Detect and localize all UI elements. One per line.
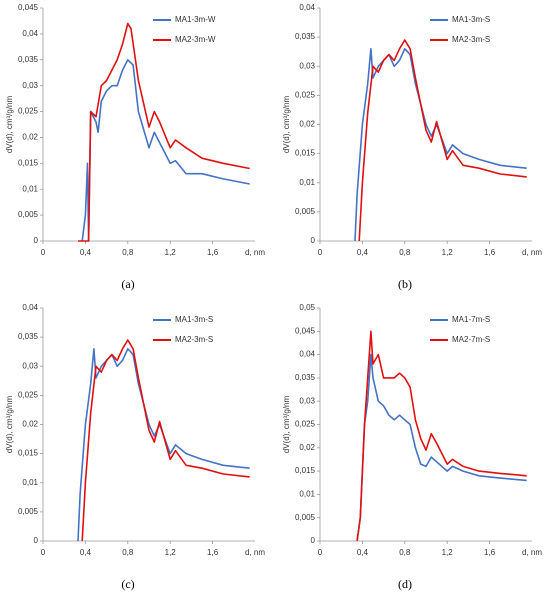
y-tick-label: 0 <box>311 236 316 245</box>
y-tick-label: 0,045 <box>18 3 39 12</box>
y-tick-label: 0,035 <box>18 332 39 341</box>
y-tick-label: 0,04 <box>22 29 38 38</box>
legend-label: MA2-3m-S <box>452 35 490 44</box>
y-tick-label: 0,025 <box>18 107 39 116</box>
legend-label: MA2-3m-W <box>175 35 216 44</box>
series-line <box>356 330 527 542</box>
y-tick-label: 0,02 <box>22 420 38 429</box>
x-tick-label: 1,2 <box>442 548 454 557</box>
x-axis-label: d, nm <box>522 548 542 557</box>
x-tick-label: 1,6 <box>484 548 496 557</box>
y-tick-label: 0,01 <box>299 490 315 499</box>
y-tick-label: 0,025 <box>295 420 316 429</box>
y-tick-label: 0,05 <box>299 303 315 312</box>
legend-label: MA1-3m-S <box>452 15 490 24</box>
x-tick-label: 0,8 <box>122 548 134 557</box>
x-tick-label: 0,4 <box>80 248 92 257</box>
legend-label: MA2-3m-S <box>175 335 213 344</box>
y-tick-label: 0,005 <box>295 513 316 522</box>
legend-label: MA1-3m-W <box>175 15 216 24</box>
y-tick-label: 0,005 <box>295 207 316 216</box>
legend-label: MA2-7m-S <box>452 335 490 344</box>
panel-caption: (d) <box>398 577 412 591</box>
y-tick-label: 0,02 <box>22 133 38 142</box>
x-tick-label: 0 <box>318 248 323 257</box>
y-tick-label: 0,03 <box>22 361 38 370</box>
y-tick-label: 0,01 <box>22 184 38 193</box>
x-tick-label: 0,8 <box>399 248 411 257</box>
y-tick-label: 0,03 <box>299 61 315 70</box>
x-tick-label: 1,6 <box>207 248 219 257</box>
y-tick-label: 0,04 <box>22 303 38 312</box>
x-tick-label: 1,2 <box>165 248 177 257</box>
x-axis-label: d, nm <box>245 248 265 257</box>
y-tick-label: 0,03 <box>299 396 315 405</box>
panel-caption: (c) <box>121 577 134 591</box>
y-tick-label: 0,045 <box>295 326 316 335</box>
y-tick-label: 0,035 <box>18 55 39 64</box>
x-tick-label: 0 <box>41 248 46 257</box>
y-axis-label: dV(d), cm³/g/nm <box>282 95 291 153</box>
y-axis-label: dV(d), cm³/g/nm <box>5 395 14 453</box>
x-tick-label: 0 <box>41 548 46 557</box>
y-tick-label: 0,025 <box>295 90 316 99</box>
panel-caption: (b) <box>398 277 412 291</box>
x-tick-label: 1,2 <box>442 248 454 257</box>
y-tick-label: 0,04 <box>299 3 315 12</box>
series-line <box>354 48 527 242</box>
x-tick-label: 1,6 <box>207 548 219 557</box>
y-tick-label: 0,035 <box>295 32 316 41</box>
x-tick-label: 0,8 <box>122 248 134 257</box>
x-tick-label: 0,4 <box>80 548 92 557</box>
y-tick-label: 0,005 <box>18 507 39 516</box>
x-tick-label: 0,8 <box>399 548 411 557</box>
y-tick-label: 0,025 <box>18 390 39 399</box>
series-line <box>78 22 250 242</box>
series-line <box>77 348 250 542</box>
legend-label: MA1-3m-S <box>175 315 213 324</box>
x-axis-label: d, nm <box>245 548 265 557</box>
x-tick-label: 1,2 <box>165 548 177 557</box>
series-line <box>81 339 250 542</box>
y-tick-label: 0,015 <box>18 449 39 458</box>
y-tick-label: 0,04 <box>299 350 315 359</box>
y-tick-label: 0 <box>34 536 39 545</box>
y-axis-label: dV(d), cm³/g/nm <box>282 395 291 453</box>
y-tick-label: 0,005 <box>18 210 39 219</box>
y-tick-label: 0,03 <box>22 81 38 90</box>
x-axis-label: d, nm <box>522 248 542 257</box>
x-tick-label: 1,6 <box>484 248 496 257</box>
x-tick-label: 0,4 <box>357 548 369 557</box>
y-tick-label: 0 <box>311 536 316 545</box>
y-tick-label: 0 <box>34 236 39 245</box>
series-line <box>356 353 527 542</box>
y-axis-label: dV(d), cm³/g/nm <box>5 95 14 153</box>
panel-caption: (a) <box>121 277 134 291</box>
y-tick-label: 0,015 <box>295 149 316 158</box>
y-tick-label: 0,015 <box>295 466 316 475</box>
x-tick-label: 0,4 <box>357 248 369 257</box>
y-tick-label: 0,02 <box>299 443 315 452</box>
legend-label: MA1-7m-S <box>452 315 490 324</box>
y-tick-label: 0,035 <box>295 373 316 382</box>
series-line <box>81 59 250 242</box>
y-tick-label: 0,015 <box>18 158 39 167</box>
y-tick-label: 0,01 <box>299 178 315 187</box>
x-tick-label: 0 <box>318 548 323 557</box>
series-line <box>358 39 527 242</box>
y-tick-label: 0,02 <box>299 120 315 129</box>
y-tick-label: 0,01 <box>22 478 38 487</box>
